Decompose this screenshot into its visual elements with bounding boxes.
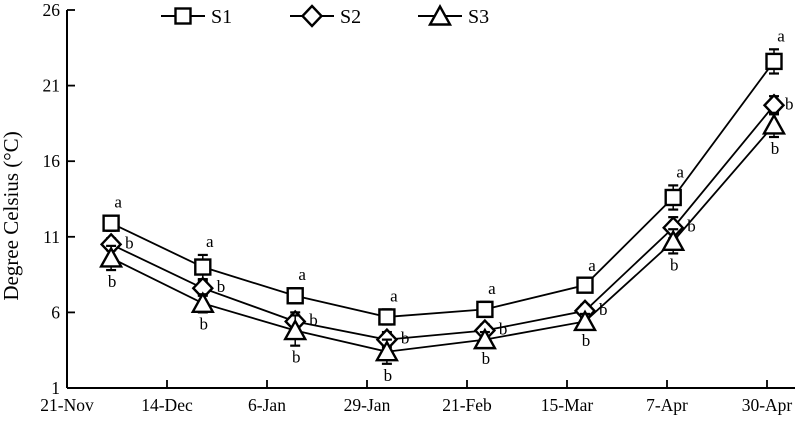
- legend-diamond-icon: [300, 4, 324, 28]
- x-tick-label: 14-Dec: [141, 395, 193, 415]
- sig-letter: a: [390, 286, 398, 305]
- y-tick-label: 6: [51, 302, 60, 322]
- sig-letter: b: [401, 329, 410, 348]
- sig-letter: b: [200, 314, 209, 333]
- data-point-s1-5: [576, 276, 594, 294]
- sig-letter: b: [384, 366, 393, 385]
- sig-letter: b: [687, 217, 696, 236]
- y-tick-label: 21: [43, 76, 61, 96]
- sig-letter: b: [125, 233, 134, 252]
- sig-letter: a: [206, 232, 214, 251]
- series-s3-line: [110, 124, 775, 353]
- data-point-s1-0: [102, 214, 120, 232]
- sig-letter: b: [582, 331, 591, 350]
- sig-letter: a: [588, 256, 596, 275]
- x-tick-label: 21-Feb: [442, 395, 492, 415]
- sig-letter: b: [217, 277, 226, 296]
- sig-letter: b: [108, 272, 117, 291]
- legend-label: S2: [340, 6, 361, 28]
- data-point-s3-3: [374, 339, 399, 362]
- x-tick-label: 6-Jan: [248, 395, 286, 415]
- sig-letter: a: [298, 265, 306, 284]
- sig-letter: b: [599, 300, 608, 319]
- data-point-s3-6: [661, 229, 686, 252]
- data-point-s1-3: [378, 308, 396, 326]
- legend-label: S3: [468, 6, 489, 28]
- series-s1-line: [110, 60, 775, 318]
- sig-letter: b: [482, 349, 491, 368]
- data-point-s1-6: [664, 188, 682, 207]
- sig-letter: b: [670, 255, 679, 274]
- x-tick-label: 30-Apr: [742, 395, 793, 415]
- series-s2-line: [110, 104, 775, 341]
- sig-letter: b: [292, 348, 301, 367]
- legend-square-icon: [174, 7, 192, 25]
- sig-letter: b: [499, 320, 508, 339]
- data-point-s1-7: [765, 52, 783, 71]
- sig-letter: a: [114, 193, 122, 212]
- legend-triangle-icon: [427, 4, 453, 26]
- sig-letter: b: [771, 139, 780, 158]
- data-point-s3-5: [572, 309, 598, 332]
- data-point-s3-4: [472, 327, 497, 350]
- data-point-s3-0: [99, 245, 124, 268]
- x-tick-label: 7-Apr: [646, 395, 688, 415]
- sig-letter: b: [309, 310, 318, 329]
- data-point-s3-1: [190, 291, 215, 314]
- sig-letter: a: [676, 162, 684, 181]
- data-point-s1-2: [286, 287, 304, 305]
- data-point-s3-7: [761, 112, 787, 135]
- data-point-s1-1: [194, 258, 212, 276]
- y-tick-label: 26: [43, 0, 61, 20]
- y-axis-title: Degree Celsius (°C): [0, 131, 23, 300]
- data-point-s3-2: [283, 318, 308, 341]
- sig-letter: a: [488, 279, 496, 298]
- y-tick-label: 11: [43, 227, 60, 247]
- x-tick-label: 29-Jan: [344, 395, 391, 415]
- data-point-s1-4: [476, 300, 494, 319]
- x-tick-label: 21-Nov: [40, 395, 94, 415]
- sig-letter: a: [777, 26, 785, 45]
- y-tick-label: 1: [51, 378, 60, 398]
- sig-letter: b: [785, 94, 794, 113]
- x-tick-label: 15-Mar: [541, 395, 594, 415]
- legend-label: S1: [211, 6, 232, 28]
- y-tick-label: 16: [43, 151, 61, 171]
